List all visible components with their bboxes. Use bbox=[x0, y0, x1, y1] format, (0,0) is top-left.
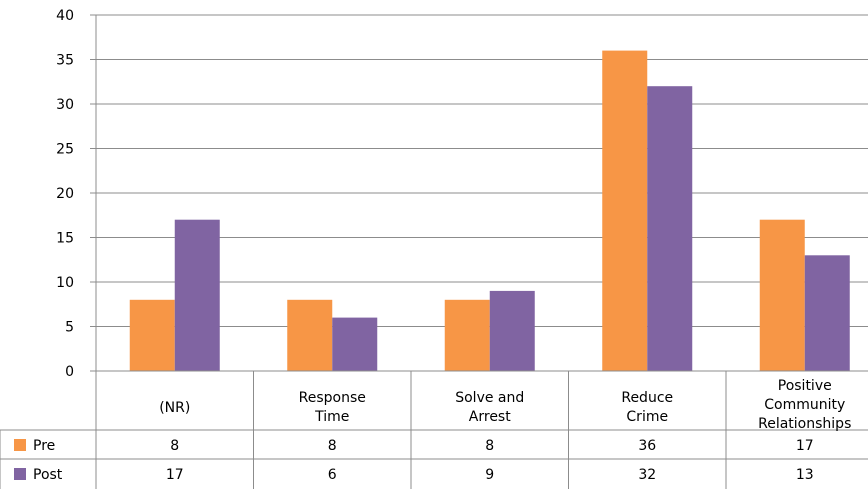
table-value-post: 13 bbox=[796, 467, 814, 483]
bar-pre-2 bbox=[444, 299, 490, 371]
table-value-post: 6 bbox=[328, 467, 337, 483]
table-value-post: 9 bbox=[485, 467, 494, 483]
y-tick-label: 15 bbox=[56, 231, 74, 247]
y-tick-label: 0 bbox=[65, 364, 74, 380]
category-label: Arrest bbox=[469, 409, 511, 425]
table-value-pre: 36 bbox=[638, 438, 656, 454]
y-tick-label: 5 bbox=[65, 320, 74, 336]
category-label: Time bbox=[314, 409, 349, 425]
category-label: Positive bbox=[778, 378, 832, 394]
bar-pre-4 bbox=[759, 219, 805, 371]
category-label: Relationships bbox=[758, 416, 851, 432]
legend-label-pre: Pre bbox=[33, 438, 55, 454]
bar-post-1 bbox=[332, 317, 378, 371]
y-tick-label: 30 bbox=[56, 97, 74, 113]
category-label: Response bbox=[299, 390, 366, 406]
y-tick-label: 25 bbox=[56, 142, 74, 158]
table-value-pre: 8 bbox=[328, 438, 337, 454]
table-value-pre: 17 bbox=[796, 438, 814, 454]
table-value-post: 17 bbox=[166, 467, 184, 483]
category-label: Reduce bbox=[621, 390, 673, 406]
category-label: Crime bbox=[626, 409, 668, 425]
table-value-pre: 8 bbox=[170, 438, 179, 454]
category-label: (NR) bbox=[159, 400, 190, 416]
category-label: Solve and bbox=[455, 390, 524, 406]
legend-label-post: Post bbox=[33, 467, 63, 483]
legend-key-pre bbox=[14, 439, 26, 451]
bar-pre-1 bbox=[287, 299, 333, 371]
legend-key-post bbox=[14, 468, 26, 480]
y-tick-label: 20 bbox=[56, 186, 74, 202]
table-value-pre: 8 bbox=[485, 438, 494, 454]
bar-pre-0 bbox=[129, 299, 175, 371]
bar-post-0 bbox=[174, 219, 220, 371]
y-tick-label: 35 bbox=[56, 53, 74, 69]
y-tick-label: 10 bbox=[56, 275, 74, 291]
y-tick-label: 40 bbox=[56, 8, 74, 24]
bar-post-3 bbox=[647, 86, 693, 371]
category-label: Community bbox=[764, 397, 845, 413]
table-value-post: 32 bbox=[638, 467, 656, 483]
bar-post-4 bbox=[804, 255, 850, 371]
bar-post-2 bbox=[489, 290, 535, 371]
bar-pre-3 bbox=[602, 50, 648, 371]
